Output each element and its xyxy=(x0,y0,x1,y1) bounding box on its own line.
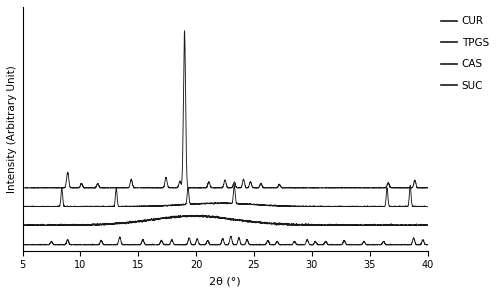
Legend: CUR, TPGS, CAS, SUC: CUR, TPGS, CAS, SUC xyxy=(437,12,493,95)
Y-axis label: Intensity (Arbitrary Unit): Intensity (Arbitrary Unit) xyxy=(7,65,17,193)
X-axis label: 2θ (°): 2θ (°) xyxy=(209,276,241,286)
